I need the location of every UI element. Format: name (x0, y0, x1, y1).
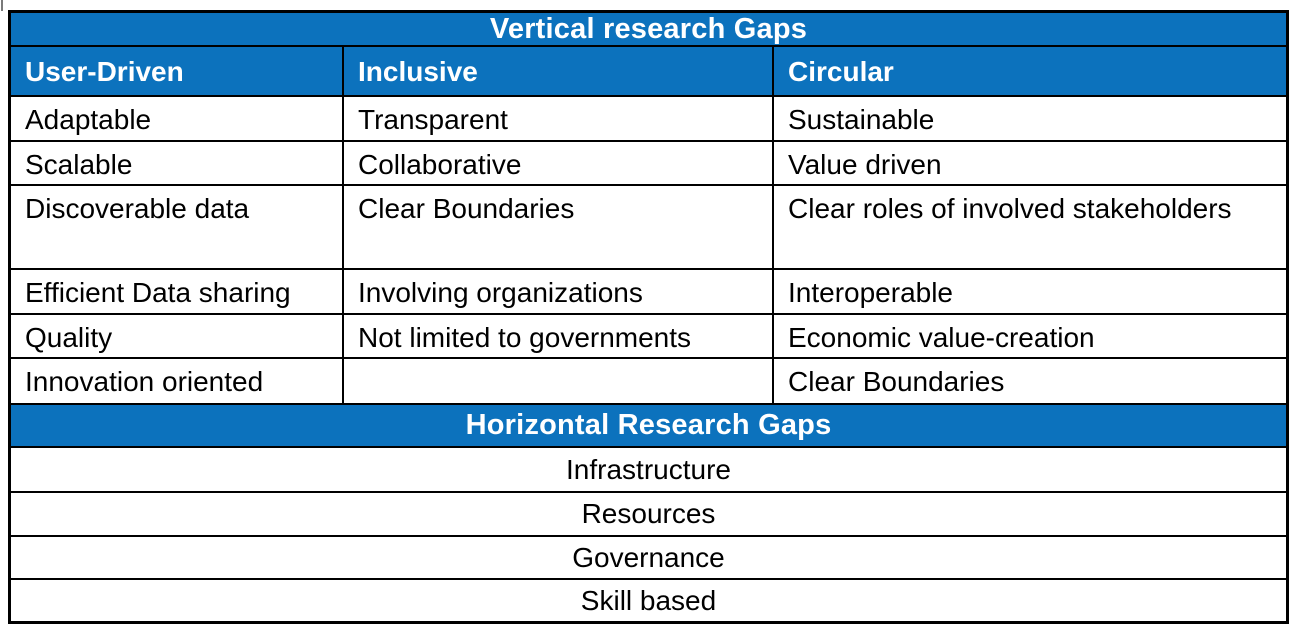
table-cell: Scalable (11, 142, 344, 184)
research-gaps-table: Vertical research Gaps User-Driven Inclu… (8, 10, 1289, 624)
page-edge-artifact (1, 0, 3, 11)
table-cell: Economic value-creation (788, 322, 1095, 353)
table-cell: Transparent (344, 97, 774, 140)
column-header-circular: Circular (788, 56, 894, 87)
table-cell: Collaborative (344, 142, 774, 184)
table-row: Discoverable data Clear Boundaries Clear… (11, 186, 1286, 270)
table-cell: Clear Boundaries (788, 366, 1005, 397)
vertical-gaps-section-title: Vertical research Gaps (11, 13, 1286, 47)
table-cell: Efficient Data sharing (11, 270, 344, 313)
column-header-user-driven: User-Driven (11, 47, 344, 95)
horizontal-gap-row-infrastructure: Infrastructure (11, 448, 1286, 493)
horizontal-gaps-section-title: Horizontal Research Gaps (11, 405, 1286, 448)
table-row: Innovation oriented Clear Boundaries (11, 359, 1286, 405)
table-cell: Discoverable data (11, 186, 344, 268)
table-cell: Sustainable (788, 104, 935, 135)
horizontal-gap-row-resources: Resources (11, 493, 1286, 537)
table-row: Efficient Data sharing Involving organiz… (11, 270, 1286, 315)
table-cell: Not limited to governments (344, 315, 774, 357)
table-cell: Clear Boundaries (344, 186, 774, 268)
horizontal-gap-row-skill-based: Skill based (580, 584, 717, 616)
horizontal-gap-row-governance: Governance (11, 537, 1286, 580)
table-cell: Innovation oriented (11, 359, 344, 403)
table-cell: Involving organizations (344, 270, 774, 313)
table-cell: Quality (11, 315, 344, 357)
table-cell: Value driven (788, 149, 942, 180)
table-row: Adaptable Transparent Sustainable (11, 97, 1286, 142)
table-cell: Clear roles of involved stakeholders (788, 193, 1232, 224)
table-cell: Interoperable (788, 277, 954, 308)
table-cell (344, 359, 774, 403)
table-cell: Adaptable (11, 97, 344, 140)
table-row: Scalable Collaborative Value driven (11, 142, 1286, 186)
column-header-inclusive: Inclusive (344, 47, 774, 95)
vertical-gaps-header-row: User-Driven Inclusive Circular (11, 47, 1286, 97)
table-row: Quality Not limited to governments Econo… (11, 315, 1286, 359)
